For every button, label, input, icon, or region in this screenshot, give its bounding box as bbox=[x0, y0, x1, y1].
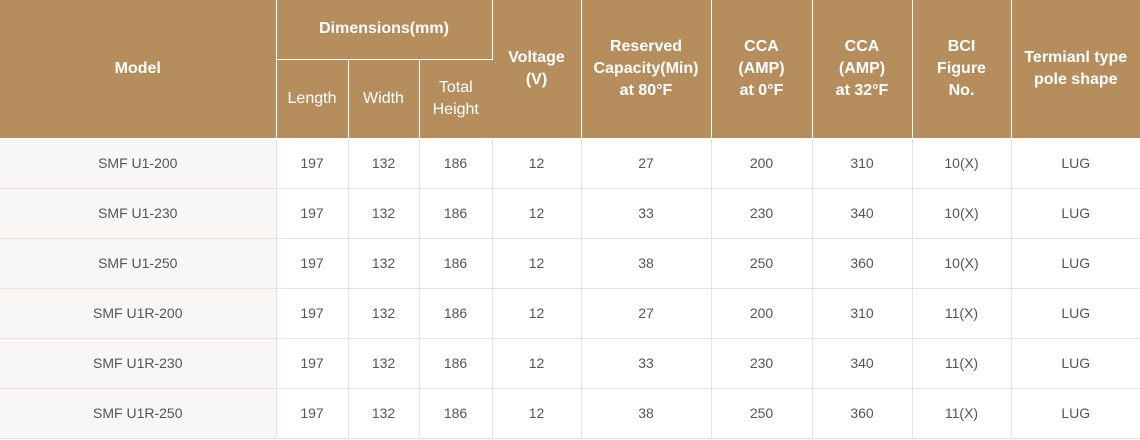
cca-0f-cell: 230 bbox=[711, 338, 813, 389]
model-cell: SMF U1R-230 bbox=[0, 338, 277, 389]
table-header: Model Dimensions(mm) Voltage (V) Reserve… bbox=[0, 0, 1140, 139]
cca-32f-cell: 360 bbox=[812, 238, 913, 289]
table-row: SMF U1-230 197 132 186 12 33 230 340 10(X) LUG bbox=[0, 188, 1140, 239]
length-cell: 197 bbox=[276, 388, 349, 439]
width-cell: 132 bbox=[348, 238, 420, 289]
width-cell: 132 bbox=[348, 388, 420, 439]
table-row: SMF U1R-250 197 132 186 12 38 250 360 11(X) LUG bbox=[0, 388, 1140, 439]
header-cca-0f: CCA (AMP) at 0°F bbox=[711, 0, 813, 139]
model-cell: SMF U1R-250 bbox=[0, 388, 277, 439]
height-cell: 186 bbox=[419, 238, 493, 289]
header-length: Length bbox=[276, 59, 349, 139]
bci-cell: 10(X) bbox=[912, 138, 1012, 189]
terminal-cell: LUG bbox=[1011, 138, 1140, 189]
width-cell: 132 bbox=[348, 338, 420, 389]
terminal-cell: LUG bbox=[1011, 188, 1140, 239]
voltage-cell: 12 bbox=[492, 338, 582, 389]
width-cell: 132 bbox=[348, 288, 420, 339]
height-cell: 186 bbox=[419, 388, 493, 439]
cca-0f-cell: 200 bbox=[711, 138, 813, 189]
header-dimensions: Dimensions(mm) bbox=[276, 0, 493, 60]
header-total-height: Total Height bbox=[419, 59, 492, 139]
cca-32f-cell: 310 bbox=[812, 288, 913, 339]
cca-32f-cell: 340 bbox=[812, 188, 913, 239]
height-cell: 186 bbox=[419, 338, 493, 389]
bci-cell: 10(X) bbox=[912, 188, 1012, 239]
reserved-capacity-cell: 38 bbox=[581, 238, 712, 289]
reserved-capacity-cell: 27 bbox=[581, 288, 712, 339]
header-reserved-capacity: Reserved Capacity(Min) at 80°F bbox=[581, 0, 712, 139]
height-cell: 186 bbox=[419, 138, 493, 189]
voltage-cell: 12 bbox=[492, 138, 582, 189]
header-cca-32f: CCA (AMP) at 32°F bbox=[812, 0, 913, 139]
cca-32f-cell: 360 bbox=[812, 388, 913, 439]
bci-cell: 11(X) bbox=[912, 388, 1012, 439]
reserved-capacity-cell: 33 bbox=[581, 188, 712, 239]
reserved-capacity-cell: 38 bbox=[581, 388, 712, 439]
model-cell: SMF U1-230 bbox=[0, 188, 277, 239]
bci-cell: 11(X) bbox=[912, 288, 1012, 339]
header-width: Width bbox=[348, 59, 420, 139]
height-cell: 186 bbox=[419, 188, 493, 239]
header-terminal-type: Termianl type pole shape bbox=[1011, 0, 1140, 139]
header-bci-figure: BCI Figure No. bbox=[912, 0, 1012, 139]
length-cell: 197 bbox=[276, 288, 349, 339]
header-model: Model bbox=[0, 0, 277, 139]
table-row: SMF U1-250 197 132 186 12 38 250 360 10(X) LUG bbox=[0, 238, 1140, 289]
height-cell: 186 bbox=[419, 288, 493, 339]
cca-32f-cell: 310 bbox=[812, 138, 913, 189]
terminal-cell: LUG bbox=[1011, 338, 1140, 389]
voltage-cell: 12 bbox=[492, 188, 582, 239]
cca-32f-cell: 340 bbox=[812, 338, 913, 389]
reserved-capacity-cell: 27 bbox=[581, 138, 712, 189]
terminal-cell: LUG bbox=[1011, 388, 1140, 439]
reserved-capacity-cell: 33 bbox=[581, 338, 712, 389]
table-row: SMF U1R-200 197 132 186 12 27 200 310 11(X) LUG bbox=[0, 288, 1140, 339]
length-cell: 197 bbox=[276, 138, 349, 189]
cca-0f-cell: 250 bbox=[711, 238, 813, 289]
model-cell: SMF U1-250 bbox=[0, 238, 277, 289]
length-cell: 197 bbox=[276, 338, 349, 389]
bci-cell: 11(X) bbox=[912, 338, 1012, 389]
header-voltage: Voltage (V) bbox=[492, 0, 582, 139]
voltage-cell: 12 bbox=[492, 288, 582, 339]
terminal-cell: LUG bbox=[1011, 238, 1140, 289]
length-cell: 197 bbox=[276, 188, 349, 239]
length-cell: 197 bbox=[276, 238, 349, 289]
cca-0f-cell: 230 bbox=[711, 188, 813, 239]
cca-0f-cell: 250 bbox=[711, 388, 813, 439]
width-cell: 132 bbox=[348, 138, 420, 189]
voltage-cell: 12 bbox=[492, 388, 582, 439]
voltage-cell: 12 bbox=[492, 238, 582, 289]
table-row: SMF U1R-230 197 132 186 12 33 230 340 11(X) LUG bbox=[0, 338, 1140, 389]
terminal-cell: LUG bbox=[1011, 288, 1140, 339]
model-cell: SMF U1R-200 bbox=[0, 288, 277, 339]
table-row: SMF U1-200 197 132 186 12 27 200 310 10(X) LUG bbox=[0, 138, 1140, 189]
table-body: SMF U1-200 197 132 186 12 27 200 310 10(X) LUG SMF… bbox=[0, 138, 1140, 439]
cca-0f-cell: 200 bbox=[711, 288, 813, 339]
width-cell: 132 bbox=[348, 188, 420, 239]
model-cell: SMF U1-200 bbox=[0, 138, 277, 189]
bci-cell: 10(X) bbox=[912, 238, 1012, 289]
